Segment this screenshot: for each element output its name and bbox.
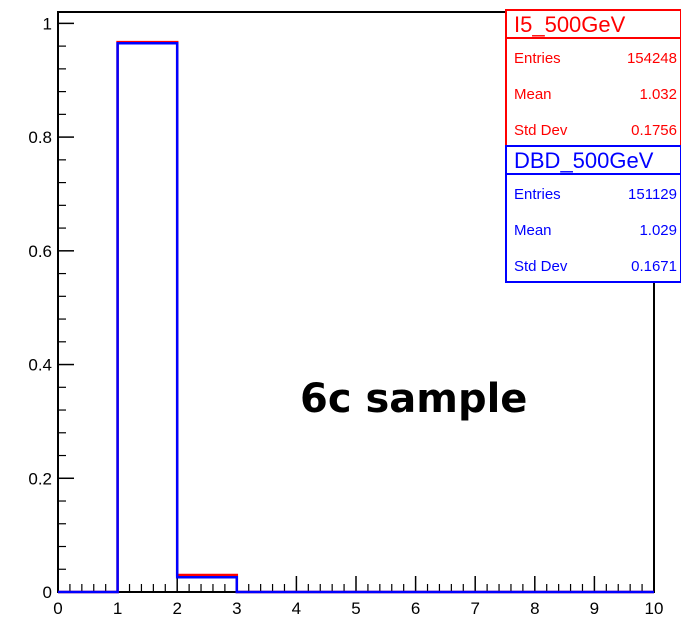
x-tick-label: 6 xyxy=(411,599,420,618)
axis-ticks: 0 1 2 3 4 5 6 7 8 9 10 0 0.2 0.4 0.6 0.8 1 xyxy=(28,14,663,618)
stats-box-frame xyxy=(505,9,681,147)
stats-row-value: 0.1671 xyxy=(631,258,677,275)
x-tick-label: 1 xyxy=(113,599,122,618)
x-tick-label: 2 xyxy=(172,599,181,618)
y-tick-label: 0.6 xyxy=(28,242,52,261)
stats-row-label: Entries xyxy=(514,50,561,67)
y-tick-label: 0 xyxy=(43,583,52,602)
x-tick-label: 7 xyxy=(470,599,479,618)
stats-row-value: 0.1756 xyxy=(631,122,677,139)
stats-box-title: I5_500GeV xyxy=(514,12,626,37)
x-tick-label: 10 xyxy=(645,599,664,618)
x-tick-label: 9 xyxy=(590,599,599,618)
stats-row-value: 151129 xyxy=(628,186,677,203)
y-tick-label: 1 xyxy=(43,14,52,33)
sample-annotation: 6c sample xyxy=(300,376,527,422)
y-tick-label: 0.4 xyxy=(28,356,52,375)
stats-box-frame xyxy=(505,145,681,283)
stats-row-value: 154248 xyxy=(627,50,677,67)
stats-row-label: Mean xyxy=(514,222,552,239)
x-tick-label: 0 xyxy=(53,599,62,618)
stats-row-value: 1.032 xyxy=(639,86,677,103)
stats-box-i5: I5_500GeV Entries 154248 Mean 1.032 Std Dev 0.… xyxy=(505,9,681,147)
stats-box-dbd: DBD_500GeV Entries 151129 Mean 1.029 Std Dev 0… xyxy=(505,145,681,283)
x-tick-label: 3 xyxy=(232,599,241,618)
stats-boxes: I5_500GeV Entries 154248 Mean 1.032 Std Dev 0.… xyxy=(505,9,681,283)
stats-row-label: Mean xyxy=(514,86,552,103)
histogram-series-dbd xyxy=(58,42,654,594)
y-tick-label: 0.8 xyxy=(28,128,52,147)
x-tick-label: 4 xyxy=(292,599,301,618)
stats-row-value: 1.029 xyxy=(639,222,677,239)
x-tick-label: 8 xyxy=(530,599,539,618)
x-tick-label: 5 xyxy=(351,599,360,618)
stats-row-label: Entries xyxy=(514,186,561,203)
stats-box-title: DBD_500GeV xyxy=(514,148,654,173)
stats-row-label: Std Dev xyxy=(514,258,568,275)
histogram-bars xyxy=(58,40,654,594)
stats-row-label: Std Dev xyxy=(514,122,568,139)
y-tick-label: 0.2 xyxy=(28,469,52,488)
